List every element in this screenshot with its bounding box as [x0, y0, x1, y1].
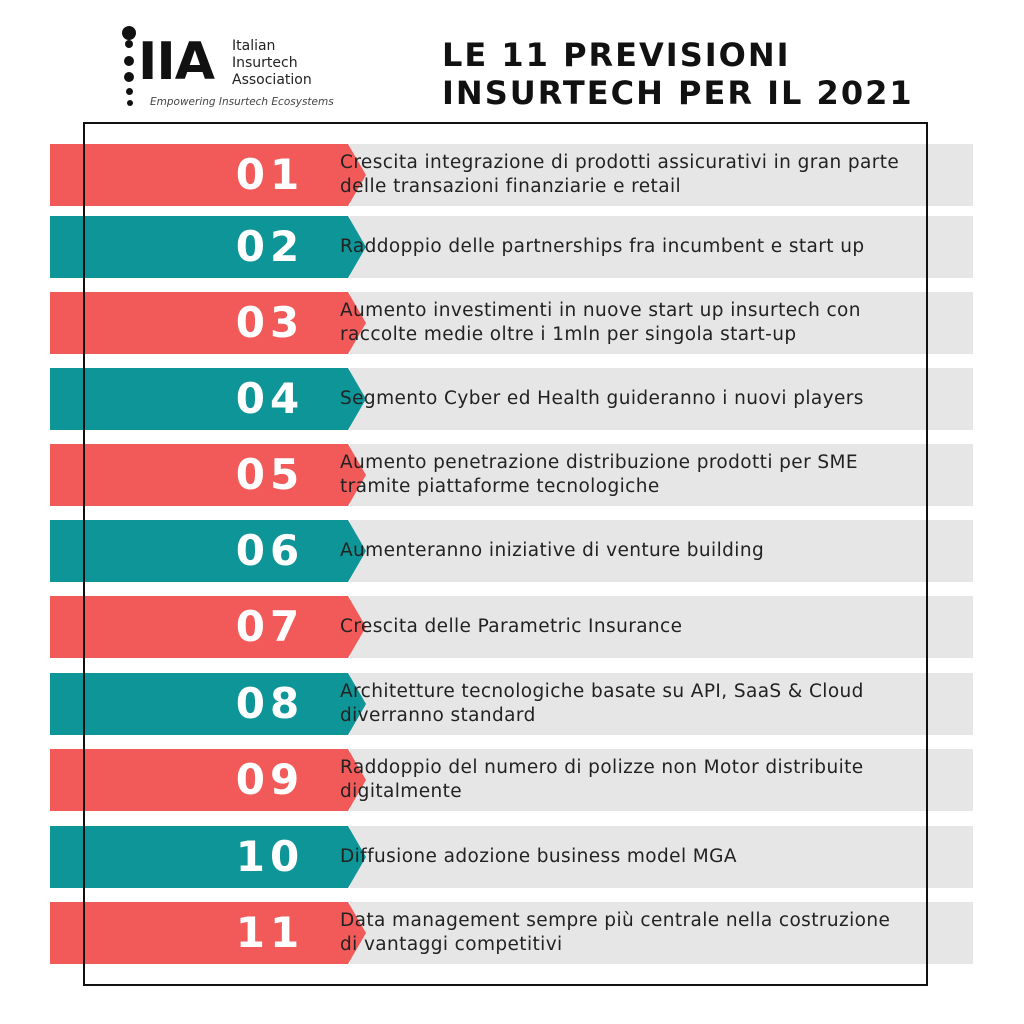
prediction-row-background	[350, 673, 973, 735]
prediction-row-background	[350, 902, 973, 964]
prediction-text: Aumento penetrazione distribuzione prodo…	[340, 452, 858, 497]
prediction-number: 04	[235, 374, 305, 423]
logo-tagline: Empowering Insurtech Ecosystems	[150, 96, 334, 108]
prediction-number: 11	[235, 908, 305, 957]
prediction-number: 09	[235, 755, 305, 804]
prediction-text: Raddoppio delle partnerships fra incumbe…	[340, 236, 865, 257]
prediction-row-background	[350, 520, 973, 582]
prediction-number: 03	[235, 298, 305, 347]
prediction-number: 02	[235, 222, 305, 271]
arrow-banner-icon	[50, 144, 366, 206]
prediction-row-background	[350, 144, 973, 206]
prediction-row: 02 Raddoppio delle partnerships fra incum…	[50, 216, 973, 278]
prediction-text: Architetture tecnologiche basate su API,…	[340, 681, 864, 726]
arrow-banner-shape	[50, 292, 366, 354]
prediction-number: 10	[235, 832, 305, 881]
prediction-row: 10 Diffusione adozione business model MGA	[50, 826, 973, 888]
logo-name-line: Italian	[232, 38, 276, 54]
arrow-banner-shape	[50, 749, 366, 811]
page-title: LE 11 PREVISIONI INSURTECH PER IL 2021	[442, 36, 914, 112]
arrow-banner-shape	[50, 216, 366, 278]
prediction-row: 06 Aumenteranno iniziative di venture bui…	[50, 520, 973, 582]
arrow-banner-shape	[50, 444, 366, 506]
title-line-1: LE 11 PREVISIONI	[442, 36, 791, 74]
logo: IIA Italian Insurtech Association Empowe…	[118, 26, 334, 112]
prediction-row-background	[350, 216, 973, 278]
prediction-row: 09 Raddoppio del numero di polizze non Mo…	[50, 749, 973, 811]
arrow-banner-icon	[50, 292, 366, 354]
prediction-row-background	[350, 368, 973, 430]
arrow-banner-shape	[50, 520, 366, 582]
arrow-banner-icon	[50, 673, 366, 735]
logo-name: Italian Insurtech Association	[232, 38, 312, 89]
prediction-text: Crescita integrazione di prodotti assicu…	[340, 152, 900, 197]
prediction-text: Aumenteranno iniziative di venture build…	[340, 540, 765, 561]
prediction-row: 05 Aumento penetrazione distribuzione pro…	[50, 444, 973, 506]
arrow-banner-shape	[50, 596, 366, 658]
arrow-banner-icon	[50, 749, 366, 811]
arrow-banner-shape	[50, 673, 366, 735]
arrow-banner-icon	[50, 826, 366, 888]
prediction-row-background	[350, 826, 973, 888]
prediction-text: Raddoppio del numero di polizze non Moto…	[340, 757, 864, 802]
arrow-banner-icon	[50, 520, 366, 582]
prediction-text: Segmento Cyber ed Health guideranno i nu…	[340, 388, 864, 409]
prediction-row: 07 Crescita delle Parametric Insurance	[50, 596, 973, 658]
prediction-number: 08	[235, 679, 305, 728]
prediction-number: 05	[235, 450, 305, 499]
prediction-row: 03 Aumento investimenti in nuove start up…	[50, 292, 973, 354]
arrow-banner-icon	[50, 216, 366, 278]
logo-letters: IIA	[138, 32, 215, 92]
logo-name-line: Association	[232, 72, 312, 88]
prediction-text: Data management sempre più centrale nell…	[340, 910, 891, 955]
prediction-number: 07	[235, 602, 305, 651]
prediction-row: 04 Segmento Cyber ed Health guideranno i …	[50, 368, 973, 430]
logo-dots-icon	[118, 26, 142, 110]
title-line-2: INSURTECH PER IL 2021	[442, 74, 914, 112]
arrow-banner-icon	[50, 444, 366, 506]
arrow-banner-shape	[50, 368, 366, 430]
arrow-banner-icon	[50, 596, 366, 658]
arrow-banner-shape	[50, 144, 366, 206]
prediction-text: Crescita delle Parametric Insurance	[340, 616, 683, 637]
arrow-banner-icon	[50, 368, 366, 430]
prediction-row-background	[350, 292, 973, 354]
prediction-text: Aumento investimenti in nuove start up i…	[340, 300, 861, 345]
prediction-row: 01 Crescita integrazione di prodotti assi…	[50, 144, 973, 206]
prediction-row-background	[350, 749, 973, 811]
prediction-number: 01	[235, 150, 305, 199]
arrow-banner-shape	[50, 826, 366, 888]
prediction-row: 08 Architetture tecnologiche basate su AP…	[50, 673, 973, 735]
logo-name-line: Insurtech	[232, 55, 298, 71]
arrow-banner-shape	[50, 902, 366, 964]
arrow-banner-icon	[50, 902, 366, 964]
prediction-number: 06	[235, 526, 305, 575]
prediction-row-background	[350, 596, 973, 658]
prediction-row-background	[350, 444, 973, 506]
prediction-text: Diffusione adozione business model MGA	[340, 846, 737, 867]
prediction-row: 11 Data management sempre più centrale ne…	[50, 902, 973, 964]
